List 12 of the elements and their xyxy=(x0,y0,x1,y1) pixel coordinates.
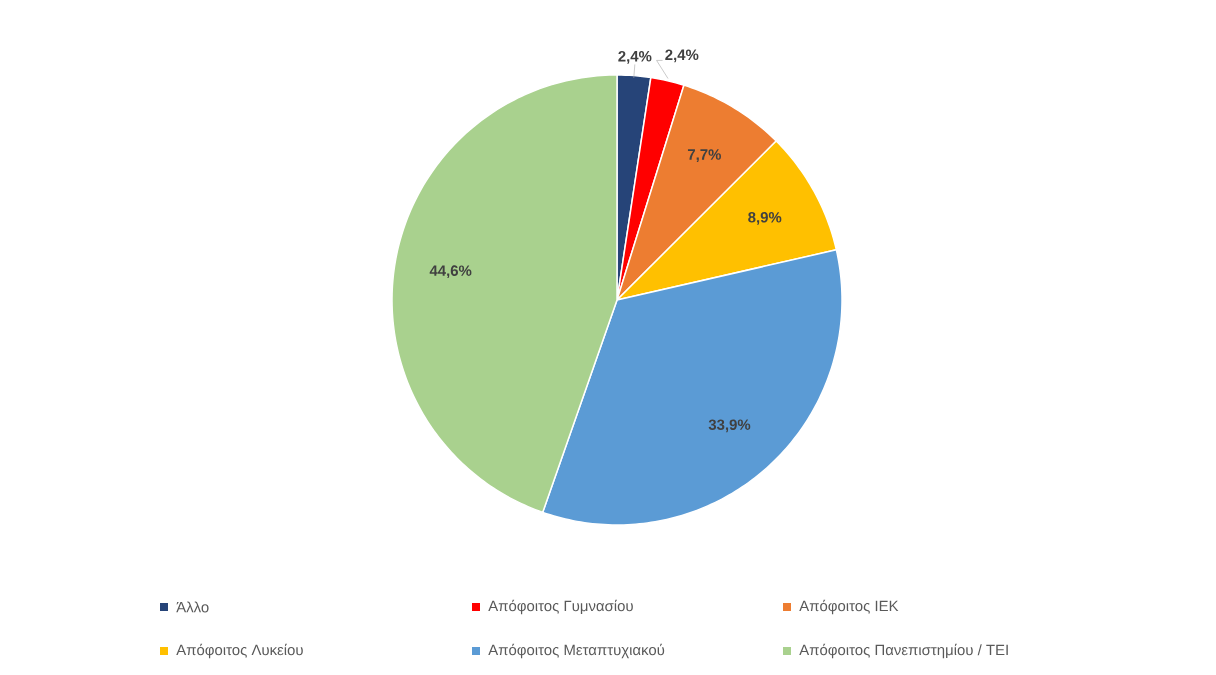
legend-label: Απόφοιτος Γυμνασίου xyxy=(488,599,633,615)
legend-label: Απόφοιτος Πανεπιστημίου / ΤΕΙ xyxy=(799,643,1008,659)
legend-label: Άλλο xyxy=(176,601,209,613)
legend-label: Απόφοιτος Λυκείου xyxy=(176,643,303,659)
legend-label: Απόφοιτος Μεταπτυχιακού xyxy=(488,643,665,659)
data-label: 2,4% xyxy=(618,50,652,64)
data-label: 2,4% xyxy=(665,49,699,63)
data-label: 7,7% xyxy=(687,149,721,162)
data-label: 33,9% xyxy=(708,419,751,433)
data-label: 44,6% xyxy=(429,265,472,279)
legend-label: Απόφοιτος ΙΕΚ xyxy=(799,599,899,615)
data-label: 8,9% xyxy=(748,212,782,225)
